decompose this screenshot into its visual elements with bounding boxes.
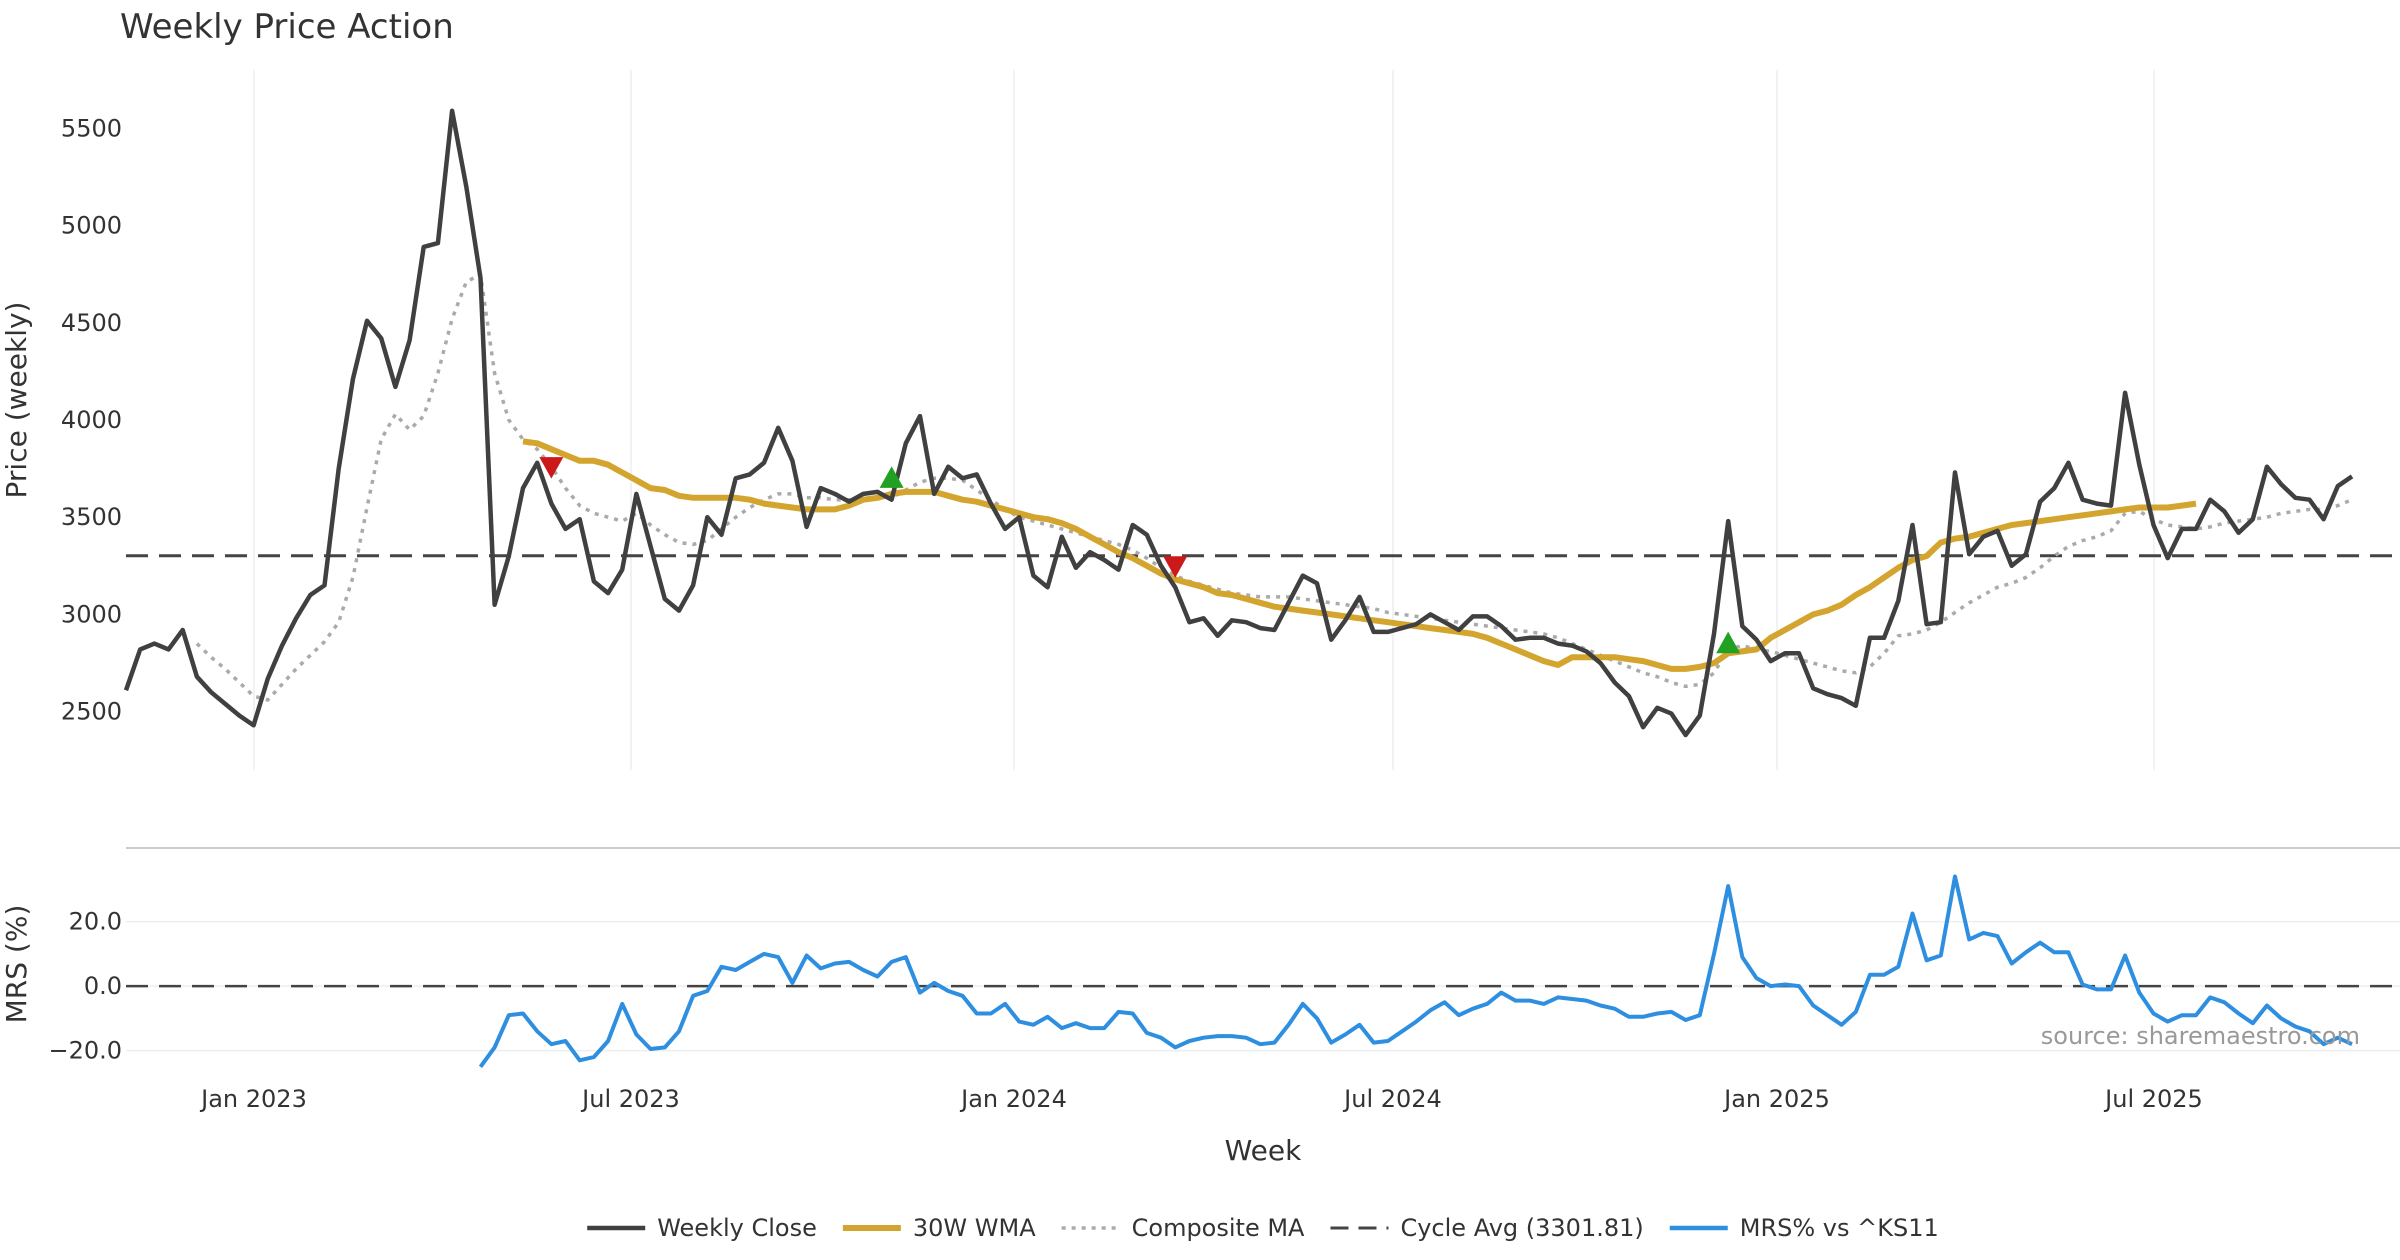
price-y-tick-label: 3500 (61, 503, 122, 531)
price-y-tick-label: 4000 (61, 406, 122, 434)
x-tick-label: Jul 2025 (2103, 1085, 2203, 1113)
x-tick-label: Jan 2024 (959, 1085, 1067, 1113)
composite-ma-series (195, 272, 2353, 702)
chart-title: Weekly Price Action (120, 7, 454, 47)
x-axis-label: Week (1225, 1134, 1302, 1167)
buy-marker (879, 466, 904, 488)
legend-label: Composite MA (1132, 1214, 1305, 1242)
price-y-tick-label: 5500 (61, 114, 122, 142)
price-y-tick-label: 5000 (61, 212, 122, 240)
price-grid (253, 70, 2155, 770)
mrs-y-axis: 20.0 0.0 −20.0 (48, 908, 122, 1065)
legend-label: Weekly Close (657, 1214, 817, 1242)
x-tick-label: Jul 2024 (1342, 1085, 1442, 1113)
legend-label: MRS% vs ^KS11 (1740, 1214, 1939, 1242)
mrs-y-tick-label: 0.0 (84, 972, 122, 1000)
price-y-axis-label: Price (weekly) (0, 302, 33, 499)
sell-marker (539, 457, 564, 479)
buy-marker (1716, 631, 1741, 654)
signal-markers (539, 457, 1741, 654)
x-tick-label: Jan 2023 (199, 1085, 307, 1113)
x-axis: Jan 2023 Jul 2023 Jan 2024 Jul 2024 Jan 2025… (199, 1085, 2203, 1113)
price-y-tick-label: 2500 (61, 698, 122, 726)
legend-label: Cycle Avg (3301.81) (1400, 1214, 1643, 1242)
price-y-tick-label: 4500 (61, 309, 122, 337)
price-y-tick-label: 3000 (61, 600, 122, 628)
x-tick-label: Jul 2023 (580, 1085, 680, 1113)
legend: Weekly Close 30W WMA Composite MA Cycle Avg… (587, 1214, 1939, 1242)
mrs-y-tick-label: −20.0 (48, 1037, 122, 1065)
legend-label: 30W WMA (913, 1214, 1036, 1242)
source-note: source: sharemaestro.com (2041, 1022, 2360, 1050)
sell-marker (1163, 556, 1188, 578)
x-tick-label: Jan 2025 (1722, 1085, 1830, 1113)
mrs-y-axis-label: MRS (%) (0, 905, 33, 1024)
mrs-series (478, 874, 2353, 1068)
mrs-y-tick-label: 20.0 (69, 908, 122, 936)
weekly-close-series (123, 108, 2354, 738)
price-y-axis: 2500 3000 3500 4000 4500 5000 5500 (61, 114, 122, 725)
